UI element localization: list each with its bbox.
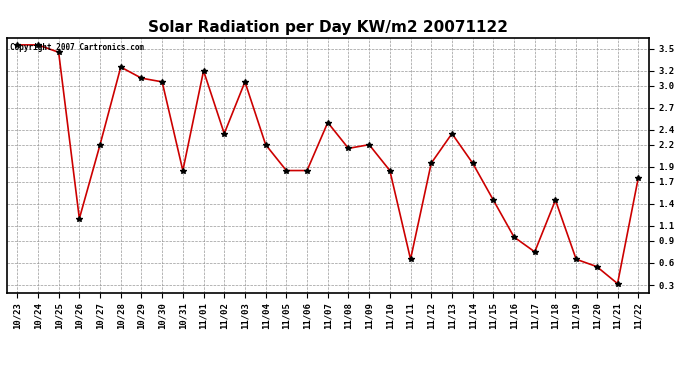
Text: Copyright 2007 Cartronics.com: Copyright 2007 Cartronics.com (10, 43, 144, 52)
Title: Solar Radiation per Day KW/m2 20071122: Solar Radiation per Day KW/m2 20071122 (148, 20, 508, 35)
